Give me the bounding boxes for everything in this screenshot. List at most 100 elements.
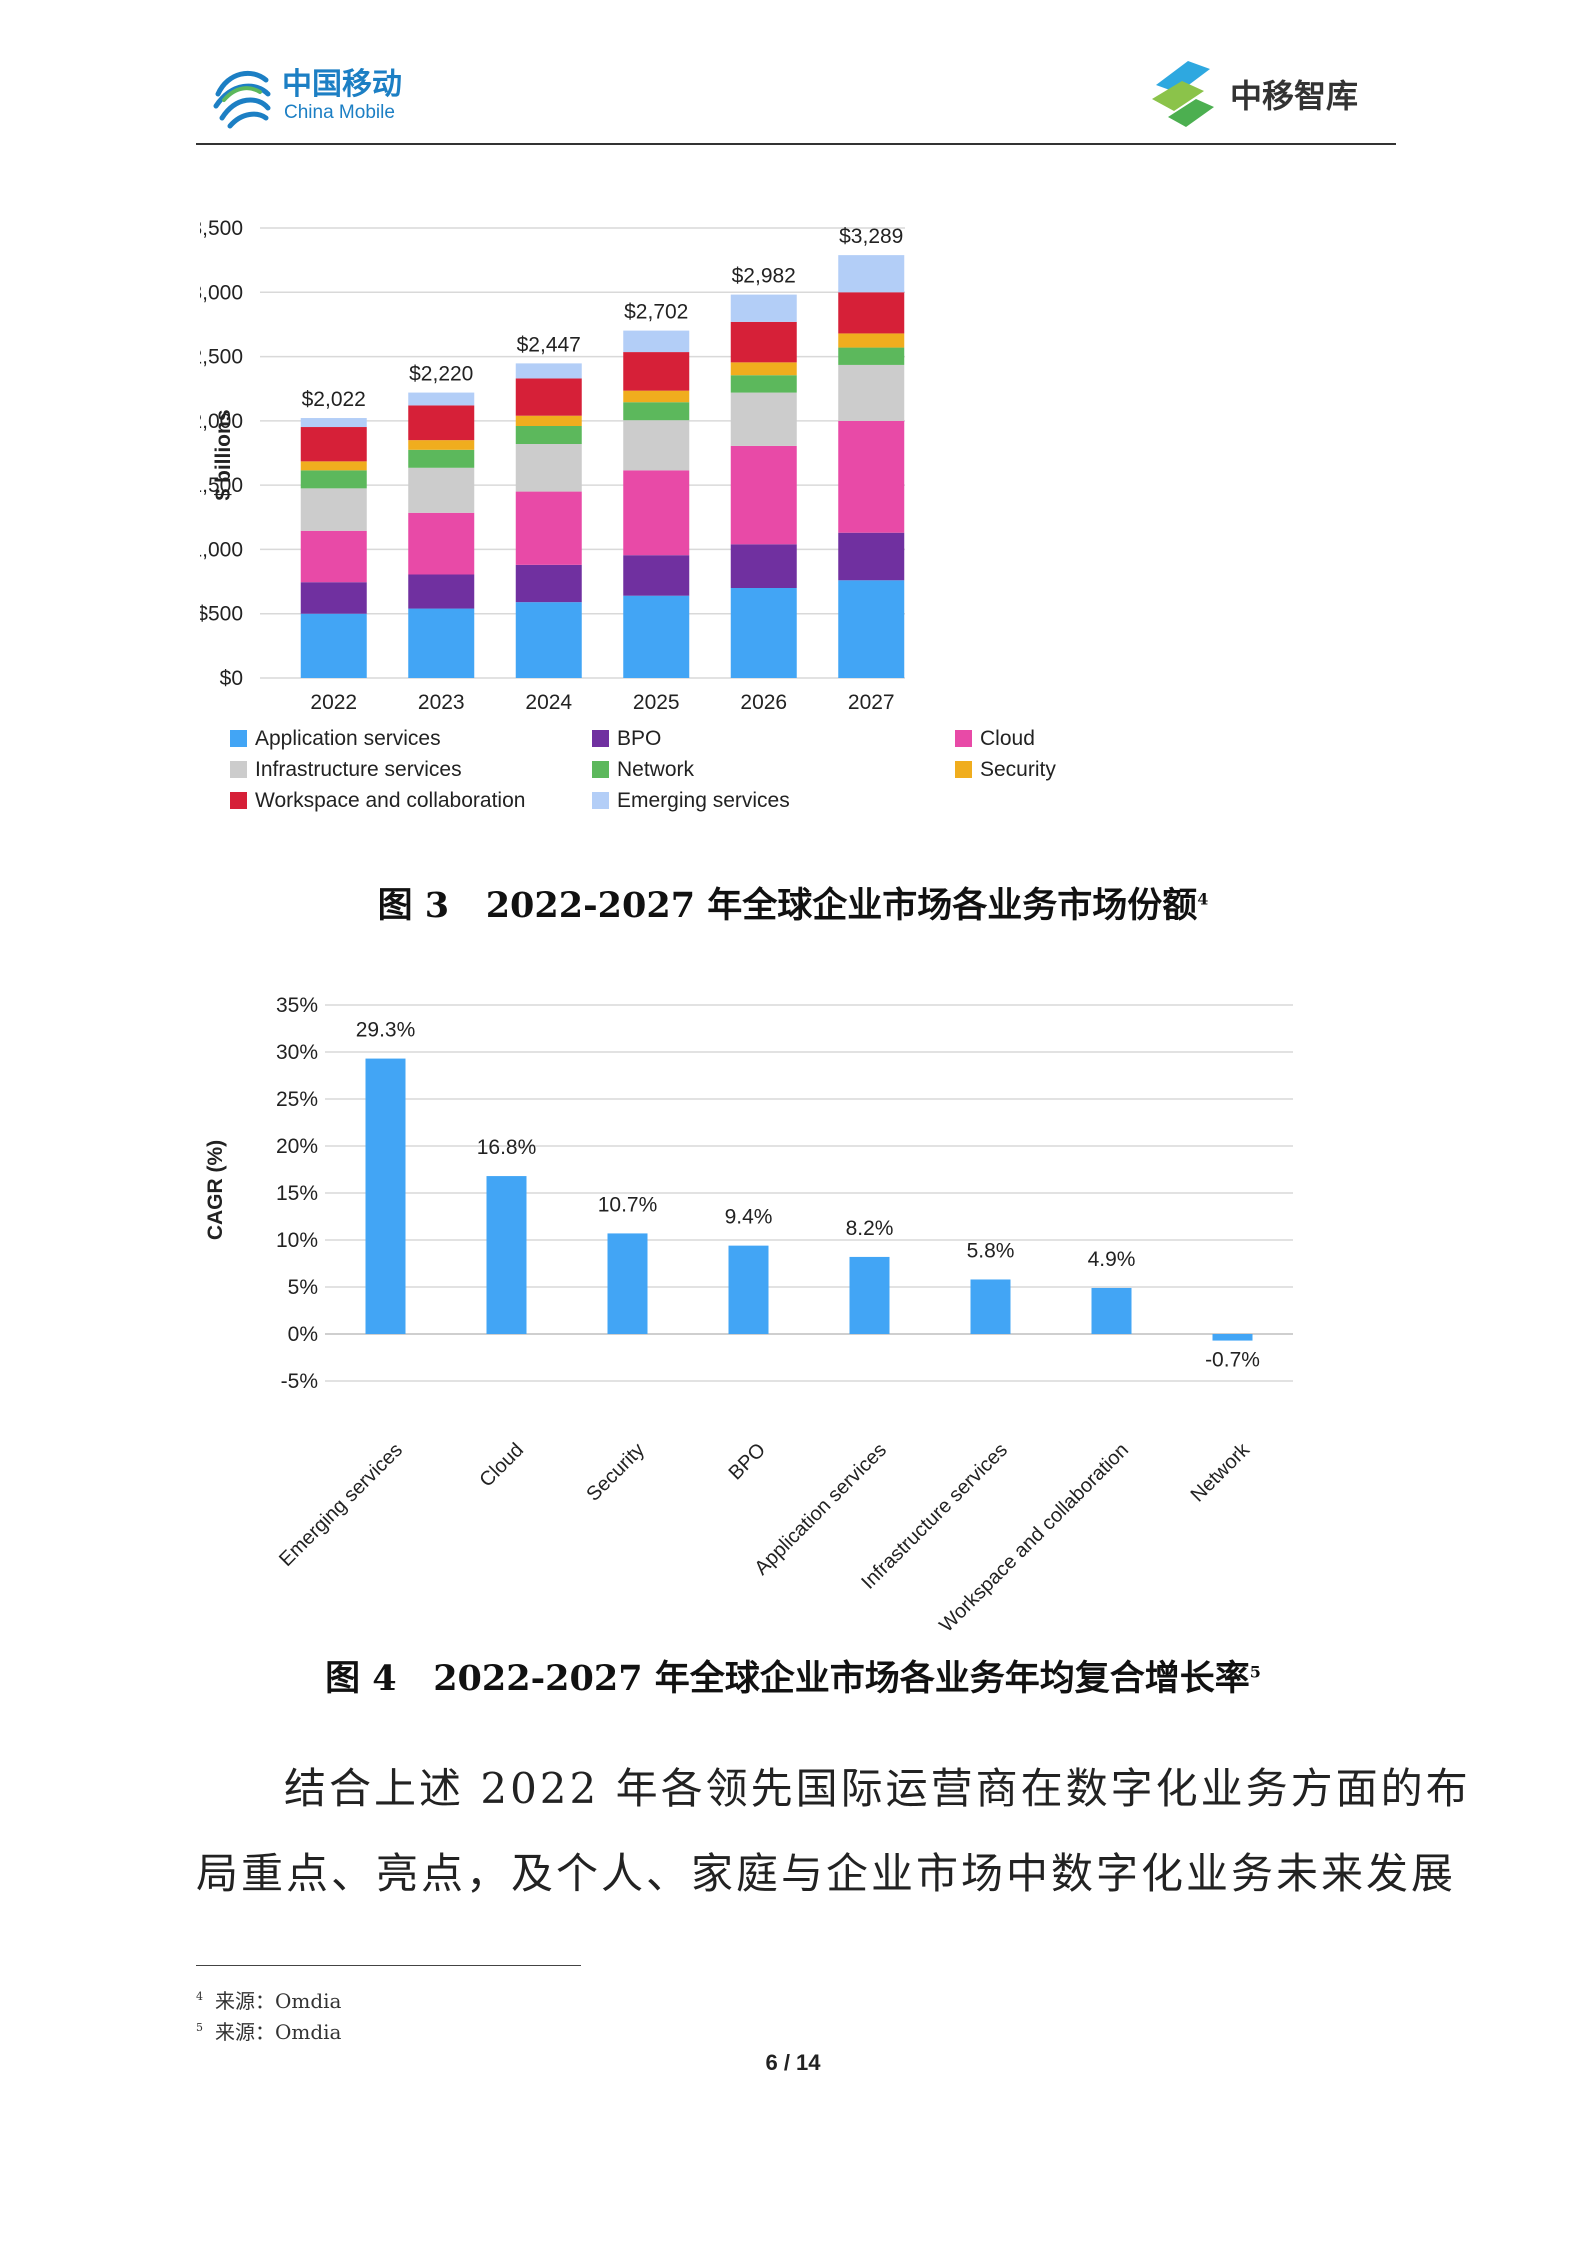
chart1-bar-segment-security xyxy=(838,333,905,348)
footnote-4-text: 来源：Omdia xyxy=(215,1989,342,2013)
chart1-y-tick-labels: $0 $500 $1,000 $1,500 $2,000 $2,500 $3,000 $3,5… xyxy=(200,217,243,690)
chart2-bar-infrastructure-services xyxy=(970,1279,1011,1334)
chart1-legend-label-workspace-and-collaboration: Workspace and collaboration xyxy=(255,789,525,812)
chart1-legend-swatch-cloud xyxy=(955,730,972,747)
chart1-x-tick-label: 2027 xyxy=(848,691,895,714)
chart1-bar-segment-security xyxy=(623,390,690,403)
chart1-y-tick-label: $3,500 xyxy=(200,217,243,240)
chart1-bar-segment-infrastructure-services xyxy=(300,488,367,531)
chart1-bar-segment-cloud xyxy=(515,491,582,565)
chart1-bar-segment-security xyxy=(300,461,367,471)
chart1-bar-segment-network xyxy=(730,375,797,393)
chart1-legend-label-network: Network xyxy=(617,758,695,781)
chart1-bar-segment-application-services xyxy=(408,608,475,678)
zhongyi-logo-mark: 中移智库 xyxy=(1152,61,1358,127)
chart1-bar-segment-cloud xyxy=(838,420,905,533)
body-paragraph-line-2: 局重点、亮点，及个人、家庭与企业市场中数字化业务未来发展 xyxy=(196,1849,1457,1898)
chart1-bar-segment-cloud xyxy=(623,470,690,556)
chart1-bar-segment-workspace-and-collaboration xyxy=(623,352,690,391)
chart1-bar-segment-bpo xyxy=(730,544,797,588)
chart1-bar-segment-security xyxy=(515,415,582,426)
chart1-total-label: $2,220 xyxy=(409,363,473,386)
chart2-y-tick-label: 15% xyxy=(276,1182,318,1205)
china-mobile-name-en: China Mobile xyxy=(284,102,395,123)
chart1-bar-segment-security xyxy=(408,440,475,450)
page-number: 6 / 14 xyxy=(765,2050,821,2075)
chart1-bar-segment-infrastructure-services xyxy=(515,444,582,492)
chart1-bar-segment-emerging-services xyxy=(408,392,475,406)
china-mobile-name-cn: 中国移动 xyxy=(282,67,402,102)
chart2-y-tick-label: 25% xyxy=(276,1088,318,1111)
chart1-bar-segment-network xyxy=(300,470,367,489)
chart2-gridlines xyxy=(325,1004,1293,1382)
chart1-bar-segment-network xyxy=(838,347,905,365)
chart1-legend-label-emerging-services: Emerging services xyxy=(617,789,790,812)
chart2-value-label: 9.4% xyxy=(725,1206,773,1229)
chart1-x-tick-label: 2025 xyxy=(633,691,680,714)
chart1-x-tick-label: 2024 xyxy=(525,691,572,714)
chart2-x-tick-labels: Emerging services Cloud Security BPOApplica… xyxy=(275,1438,1255,1635)
figure4-caption: 图 4 2022-2027 年全球企业市场各业务年均复合增长率5 xyxy=(0,1650,1586,1701)
chart2-y-axis-label: CAGR (%) xyxy=(204,1140,227,1240)
chart1-bar-segment-workspace-and-collaboration xyxy=(515,378,582,416)
chart2-y-tick-label: 5% xyxy=(288,1276,318,1299)
chart1-bar-segment-infrastructure-services xyxy=(730,392,797,446)
chart1-bar-segment-bpo xyxy=(300,582,367,614)
chart1-bar-segment-infrastructure-services xyxy=(408,467,475,513)
footnote-4-ref: 4 xyxy=(196,1990,203,2004)
chart1-legend-swatch-security xyxy=(955,761,972,778)
chart1-x-tick-label: 2026 xyxy=(740,691,787,714)
chart1-y-tick-label: $1,000 xyxy=(200,538,243,561)
chart2-x-tick-label: Cloud xyxy=(476,1439,529,1492)
chart1-bar-segment-cloud xyxy=(730,445,797,545)
chart1-bar-segment-security xyxy=(730,362,797,376)
chart1-bar-segment-cloud xyxy=(300,530,367,583)
zhongyi-think-tank-logo: 中移智库 xyxy=(1148,55,1398,135)
figure3-caption: 图 3 2022-2027 年全球企业市场各业务市场份额4 xyxy=(0,877,1586,928)
chart1-total-labels: $2,022 $2,220 $2,447 $2,702 $2,982 $3,289 xyxy=(302,225,904,411)
chart1-total-label: $2,447 xyxy=(517,333,581,356)
chart1-bar-segment-bpo xyxy=(623,555,690,596)
chart1-bar-segment-application-services xyxy=(623,595,690,678)
chart2-bar-security xyxy=(607,1233,648,1334)
figure3-label: 图 3 xyxy=(377,885,450,926)
chart2-value-label: 29.3% xyxy=(356,1019,416,1042)
chart2-value-labels: 29.3% 16.8% 10.7% 9.4% 8.2% 5.8% 4.9% -0.7% xyxy=(356,1019,1260,1372)
chart2-x-tick-label: BPO xyxy=(725,1439,770,1484)
chart2-bars xyxy=(365,1058,1253,1341)
chart2-y-tick-label: 10% xyxy=(276,1229,318,1252)
footnote-5-text: 来源：Omdia xyxy=(215,2020,342,2044)
chart1-total-label: $3,289 xyxy=(839,225,903,248)
chart1-bar-segment-infrastructure-services xyxy=(838,364,905,421)
chart2-bar-workspace-and-collaboration xyxy=(1091,1287,1132,1334)
chart1-bar-segment-workspace-and-collaboration xyxy=(838,292,905,334)
chart1-bar-segment-bpo xyxy=(515,564,582,603)
figure4-title: 2022-2027 年全球企业市场各业务年均复合增长率 xyxy=(433,1658,1250,1699)
chart1-y-tick-label: $1,500 xyxy=(200,474,243,497)
chart2-value-label: -0.7% xyxy=(1205,1349,1260,1372)
header-divider xyxy=(196,143,1396,145)
chart1-bar-segment-emerging-services xyxy=(730,294,797,322)
chart1-y-tick-label: $0 xyxy=(220,667,243,690)
chart1-legend-swatch-workspace-and-collaboration xyxy=(230,792,247,809)
chart1-bar-segment-application-services xyxy=(838,580,905,678)
chart1-legend-swatch-application-services xyxy=(230,730,247,747)
chart1-bar-segment-network xyxy=(408,449,475,468)
chart1-gridlines xyxy=(260,227,905,679)
chart1-bar-segment-emerging-services xyxy=(623,330,690,353)
chart1-bar-segment-workspace-and-collaboration xyxy=(408,405,475,441)
zhongyi-logo-name: 中移智库 xyxy=(1230,77,1358,115)
chart1-y-tick-label: $3,000 xyxy=(200,281,243,304)
chart2-bar-network xyxy=(1212,1334,1253,1341)
chart1-legend-label-infrastructure-services: Infrastructure services xyxy=(255,758,462,781)
chart1-bar-segment-bpo xyxy=(408,574,475,609)
chart1-bar-segment-emerging-services xyxy=(300,418,367,428)
chart1-bars xyxy=(300,255,905,678)
chart2-value-label: 10.7% xyxy=(598,1193,658,1216)
chart1-x-tick-labels: 2022 2023 2024 2025 2026 2027 xyxy=(310,691,894,714)
chart2-x-tick-label: Application services xyxy=(750,1439,891,1580)
chart1-bar-segment-network xyxy=(515,426,582,444)
cagr-bar-chart: -5% 0% 5% 10% 15% 20% 25% 30% 35% CAGR (%) 29.3%… xyxy=(204,994,1293,1635)
chart1-y-tick-label: $500 xyxy=(200,603,243,626)
chart1-legend-label-security: Security xyxy=(980,758,1056,781)
